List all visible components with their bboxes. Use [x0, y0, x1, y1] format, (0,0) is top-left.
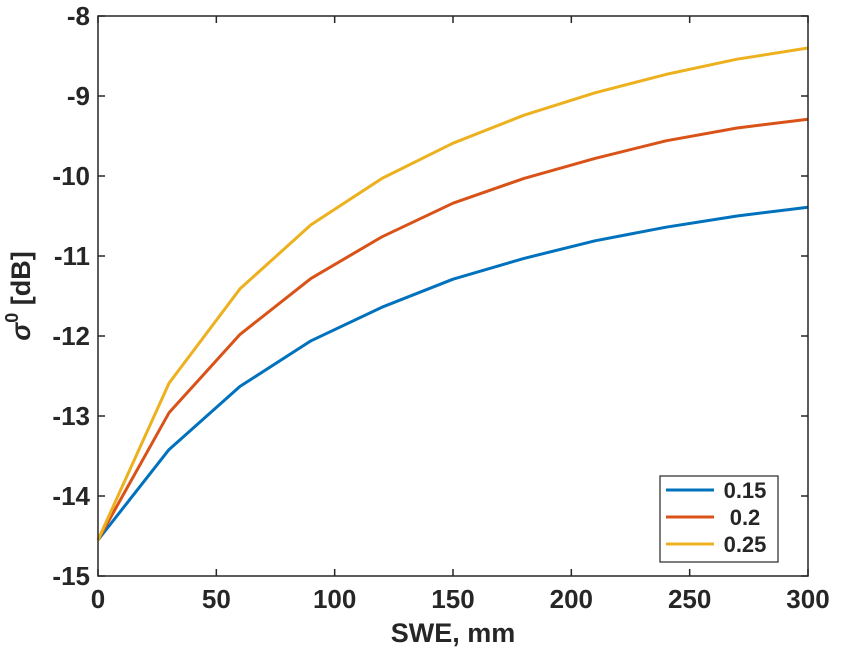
- y-tick-label: -12: [52, 321, 90, 351]
- x-tick-label: 200: [550, 584, 593, 614]
- x-tick-label: 0: [91, 584, 105, 614]
- x-tick-label: 300: [786, 584, 829, 614]
- y-axis-label: σ0 [dB]: [2, 251, 36, 340]
- legend-label: 0.25: [724, 532, 767, 557]
- legend-label: 0.15: [724, 478, 767, 503]
- x-tick-label: 250: [668, 584, 711, 614]
- series-line-0.2: [96, 117, 809, 541]
- x-tick-label: 50: [202, 584, 231, 614]
- legend: 0.150.20.25: [659, 475, 779, 563]
- y-tick-label: -9: [67, 81, 90, 111]
- legend-label: 0.2: [730, 505, 761, 530]
- y-tick-label: -11: [54, 241, 90, 271]
- y-tick-label: -14: [52, 481, 90, 511]
- y-tick-label: -10: [52, 161, 90, 191]
- x-axis-label: SWE, mm: [391, 618, 516, 648]
- series-line-0.15: [96, 205, 809, 541]
- y-tick-label: -13: [52, 401, 90, 431]
- x-tick-label: 100: [313, 584, 356, 614]
- series-layer: [96, 46, 809, 541]
- series-line-0.25: [96, 46, 809, 541]
- y-tick-label: -15: [52, 561, 90, 591]
- ticks-layer: 0 50 100 150 200 250 300 -15 -14 -13 -12 -11 -10 -9 -8: [52, 1, 829, 614]
- x-tick-label: 150: [431, 584, 474, 614]
- y-tick-label: -8: [67, 1, 90, 31]
